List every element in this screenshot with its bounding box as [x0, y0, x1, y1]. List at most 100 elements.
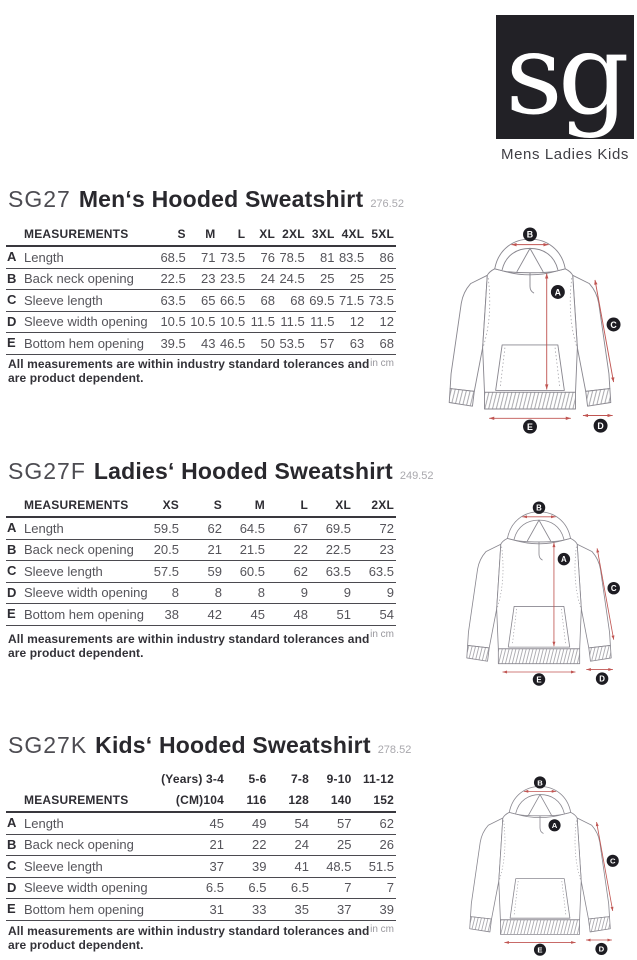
measurement-value: 83.5: [336, 246, 367, 269]
sg-monogram: sg: [505, 15, 629, 139]
kangaroo-pocket: [509, 878, 571, 919]
svg-text:C: C: [610, 857, 616, 866]
tolerance-note-line2: are product dependent.: [8, 646, 144, 660]
row-label: Bottom hem opening: [24, 606, 144, 622]
row-label: Length: [24, 249, 64, 265]
size-column-header: M: [187, 227, 218, 247]
tolerance-note-line2: are product dependent.: [8, 371, 144, 385]
size-column-header: 3XL: [306, 227, 337, 247]
measurement-value: 46.5: [217, 332, 248, 355]
arrowheads: [489, 242, 615, 420]
tolerance-note: All measurements are within industry sta…: [8, 924, 369, 952]
measurement-value: 39: [353, 898, 396, 921]
left-cuff: [469, 916, 492, 933]
measurement-value: 57.5: [138, 560, 181, 583]
measurement-value: 78.5: [277, 246, 307, 269]
row-label: Bottom hem opening: [24, 901, 144, 917]
measurement-value: 8: [181, 582, 224, 604]
product-name: Ladies‘ Hooded Sweatshirt: [93, 458, 393, 484]
section-title-kids: SG27K Kids‘ Hooded Sweatshirt 278.52: [8, 732, 411, 759]
label-A: A: [557, 552, 571, 566]
row-key: B: [7, 836, 17, 852]
size-column-header: 128: [268, 793, 311, 813]
size-column-header: 152: [353, 793, 396, 813]
label-E: E: [523, 419, 537, 434]
measurement-value: 49: [226, 812, 269, 835]
measurement-value: 42: [181, 603, 224, 626]
kids-hoodie-diagram: B A C D E: [459, 776, 621, 960]
measurement-label-cell: A Length: [6, 812, 156, 835]
hood-folds: [516, 247, 544, 273]
measurement-value: 24: [268, 834, 311, 856]
svg-text:E: E: [536, 675, 541, 684]
row-key: E: [7, 335, 16, 350]
left-sleeve: [467, 543, 502, 649]
row-key: E: [7, 901, 16, 916]
section-title-mens: SG27 Men‘s Hooded Sweatshirt 276.52: [8, 186, 404, 213]
measurement-value: 22: [226, 834, 269, 856]
row-key: E: [7, 606, 16, 621]
table-row: A Length 59.5 62 64.5 67 69.5 72: [6, 517, 396, 540]
measurement-label-cell: E Bottom hem opening: [6, 898, 156, 921]
size-header-row: MEASUREMENTS (CM)104 116 128 140 152: [6, 793, 396, 813]
size-column-header: S: [158, 227, 188, 247]
measurement-value: 68.5: [158, 246, 188, 269]
product-name: Kids‘ Hooded Sweatshirt: [95, 732, 371, 758]
measurement-label-cell: C Sleeve length: [6, 560, 138, 583]
measurement-value: 33: [226, 898, 269, 921]
measurement-value: 6.5: [156, 877, 226, 899]
measurement-value: 81: [306, 246, 337, 269]
pocket-stitching: [513, 881, 567, 916]
arrowheads: [504, 789, 614, 944]
size-column-header: (CM)104: [156, 793, 226, 813]
tolerance-note: All measurements are within industry sta…: [8, 632, 369, 660]
measurement-value: 12: [336, 311, 367, 333]
measurement-value: 25: [306, 268, 337, 290]
row-key: A: [7, 249, 17, 264]
measurement-value: 41: [268, 855, 311, 878]
measurement-value: 25: [336, 268, 367, 290]
product-ref-number: 276.52: [370, 198, 404, 210]
size-column-header: S: [181, 498, 224, 518]
measurement-value: 23: [187, 268, 218, 290]
measurement-value: 37: [156, 855, 226, 878]
size-column-header: 116: [226, 793, 269, 813]
label-C: C: [606, 317, 621, 332]
measurement-value: 45: [156, 812, 226, 835]
table-row: B Back neck opening 21 22 24 25 26: [6, 834, 396, 856]
measurement-value: 43: [187, 332, 218, 355]
measurement-label-cell: E Bottom hem opening: [6, 603, 144, 626]
unit-label: in cm: [370, 357, 394, 369]
hoodie-diagram: B A C D E: [448, 227, 621, 434]
table-row: D Sleeve width opening 10.5 10.5 10.5 11.5 11.…: [6, 311, 396, 333]
table-row: C Sleeve length 63.5 65 66.5 68 68 69.5 71.5 73.5: [6, 289, 396, 312]
measurement-value: 23: [353, 539, 396, 561]
measurement-value: 9: [353, 582, 396, 604]
arrow-sleeve-length-C: [594, 279, 615, 383]
row-key: B: [7, 541, 17, 557]
tolerance-note-line1: All measurements are within industry sta…: [8, 924, 370, 938]
measurement-label-cell: C Sleeve length: [6, 855, 156, 878]
measurement-value: 21.5: [224, 539, 267, 561]
measurement-value: 39.5: [158, 332, 188, 355]
measurement-value: 48.5: [311, 855, 354, 878]
measurement-value: 25: [366, 268, 396, 290]
product-code: SG27F: [8, 458, 86, 484]
table-row: B Back neck opening 20.5 21 21.5 22 22.5 23: [6, 539, 396, 561]
measurement-label-cell: C Sleeve length: [6, 289, 158, 312]
hood-folds: [526, 519, 552, 542]
row-label: Sleeve length: [24, 292, 103, 308]
tolerance-note-line2: are product dependent.: [8, 938, 144, 952]
measurements-header: MEASUREMENTS: [6, 793, 156, 813]
table-row: C Sleeve length 37 39 41 48.5 51.5: [6, 855, 396, 878]
hem-band: [500, 919, 580, 935]
measurement-value: 63.5: [353, 560, 396, 583]
label-B: B: [533, 776, 547, 789]
measurement-value: 21: [156, 834, 226, 856]
row-key: C: [7, 858, 17, 873]
row-label: Bottom hem opening: [24, 335, 144, 351]
svg-text:C: C: [611, 584, 617, 593]
measurement-value: 65: [187, 289, 218, 312]
right-cuff: [585, 388, 612, 407]
size-header-row: MEASUREMENTS XS S M L XL 2XL: [6, 498, 396, 518]
